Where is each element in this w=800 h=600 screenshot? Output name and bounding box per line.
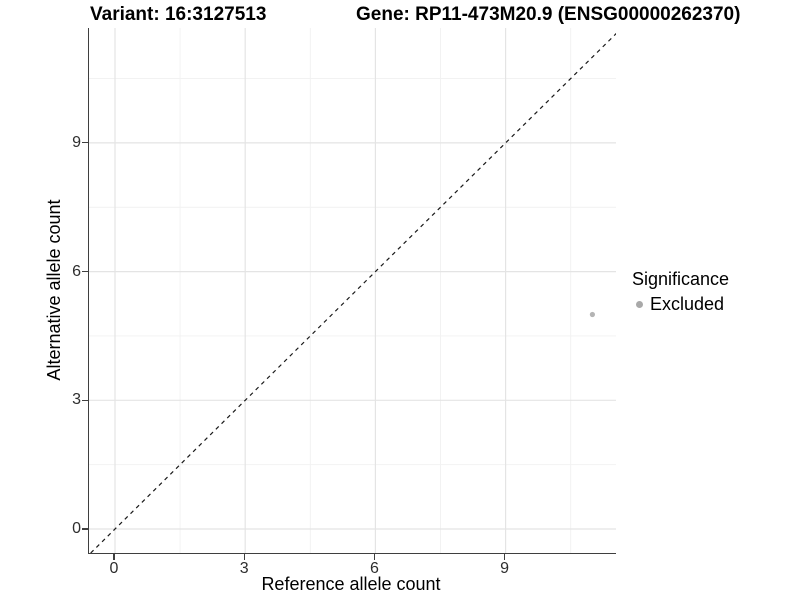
x-tick-label: 9 xyxy=(500,560,510,577)
y-tick-mark xyxy=(82,528,88,530)
x-tick-mark xyxy=(373,554,375,560)
x-tick-label: 0 xyxy=(109,560,119,577)
x-axis-title: Reference allele count xyxy=(261,574,441,594)
plot-title-variant: Variant: 16:3127513 xyxy=(90,4,267,25)
y-axis-title: Alternative allele count xyxy=(44,199,64,381)
x-tick-label: 3 xyxy=(239,560,249,577)
x-tick-mark xyxy=(504,554,506,560)
y-tick-label: 0 xyxy=(72,520,81,537)
data-point-excluded xyxy=(589,311,595,318)
y-tick-mark xyxy=(82,142,88,144)
y-tick-label: 9 xyxy=(72,133,81,151)
legend-title: Significance xyxy=(632,269,730,289)
plot-area-svg xyxy=(89,28,616,553)
y-tick-label: 3 xyxy=(72,391,81,409)
legend-item-excluded: Excluded xyxy=(631,294,796,315)
legend: Significance Excluded xyxy=(631,269,796,315)
y-tick-mark xyxy=(82,271,88,273)
y-tick-mark xyxy=(82,399,88,401)
x-tick-mark xyxy=(113,554,115,560)
x-tick-mark xyxy=(243,554,245,560)
plot-title-gene: Gene: RP11-473M20.9 (ENSG00000262370) xyxy=(356,4,741,25)
x-tick-label: 6 xyxy=(369,560,379,577)
legend-dot-icon xyxy=(636,301,643,308)
y-tick-label: 6 xyxy=(72,262,81,280)
legend-item-label: Excluded xyxy=(650,294,725,314)
legend-items: Excluded xyxy=(631,294,796,315)
plot-panel xyxy=(88,28,616,554)
identity-line xyxy=(90,32,616,553)
